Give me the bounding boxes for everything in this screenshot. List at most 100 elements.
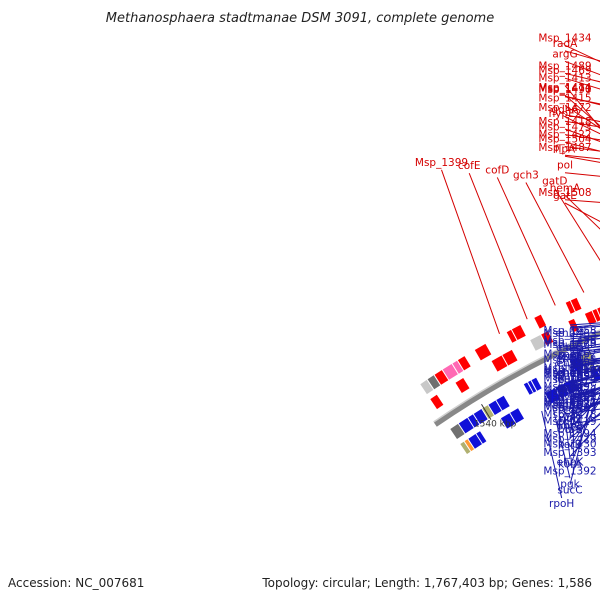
outer-gene-label: Msp_1434 xyxy=(538,32,591,44)
outer-gene-label: Msp_1418 xyxy=(538,116,591,128)
forward-gene-inner xyxy=(455,378,470,393)
inner-label-leader xyxy=(569,360,600,368)
inner-gene-label: Msp_1461 xyxy=(543,395,596,407)
outer-gene-label: Msp_1489 xyxy=(538,60,591,72)
forward-gene-outer xyxy=(534,314,547,329)
inner-gene-label: Msp_1460 xyxy=(543,339,596,351)
inner-label-leader xyxy=(569,378,600,392)
outer-gene-label: Msp_1414 xyxy=(538,82,591,94)
outer-gene-label: cofD xyxy=(485,164,509,176)
inner-label-leader xyxy=(569,387,600,403)
inner-gene-label: leuD1 xyxy=(555,374,586,386)
reverse-gene-inner xyxy=(473,409,488,424)
outer-gene-label: Msp_1472 xyxy=(538,102,591,114)
inner-label-leader xyxy=(562,399,571,459)
outer-gene-label: Msp_1473 xyxy=(538,122,591,134)
inner-label-leader xyxy=(569,389,600,410)
outer-label-leader xyxy=(564,202,600,222)
inner-gene-label: Msp_1425 xyxy=(543,367,596,379)
inner-gene-label: korC xyxy=(558,420,582,432)
inner-gene-label: ehbP xyxy=(557,383,583,395)
outer-gene-label: Msp_1490 xyxy=(538,84,591,96)
inner-label-leader xyxy=(569,399,600,448)
inner-gene-label: Msp_1409 xyxy=(543,391,596,403)
outer-gene-label: gch3 xyxy=(513,170,539,182)
outer-gene-label: Msp_1399 xyxy=(415,157,468,169)
outer-gene-label: Msp_1471 xyxy=(538,83,591,95)
forward-gene-outer xyxy=(427,375,441,390)
genome-backbone xyxy=(433,329,600,427)
inner-gene-label: rpoH xyxy=(549,498,574,510)
inner-gene-label: sucC xyxy=(557,485,582,497)
reverse-gene-inner xyxy=(450,423,465,439)
forward-gene-outer xyxy=(565,300,575,314)
inner-gene-label: korB xyxy=(558,439,582,451)
forward-gene-outer xyxy=(457,356,471,371)
reverse-gene-outer xyxy=(460,441,471,454)
forward-gene-inner xyxy=(584,311,597,325)
forward-gene-outer xyxy=(452,360,464,374)
inner-gene-label: korA xyxy=(558,459,582,471)
inner-gene-label: pgk xyxy=(560,478,580,490)
map-title: Methanosphaera stadtmanae DSM 3091, comp… xyxy=(106,11,494,26)
outer-gene-label: pol xyxy=(557,160,573,172)
reverse-gene-outer xyxy=(545,388,561,404)
outer-gene-label: radA xyxy=(553,38,578,50)
forward-gene-outer xyxy=(506,329,517,343)
reverse-gene-inner xyxy=(468,414,480,428)
outer-label-leader xyxy=(441,169,500,334)
reverse-gene-outer xyxy=(555,383,569,399)
inner-label-leader xyxy=(569,394,575,440)
outer-gene-label: Msp_1422 xyxy=(538,129,591,141)
reverse-gene-inner xyxy=(496,395,510,411)
outer-label-leader xyxy=(564,105,600,129)
inner-gene-label: ehbK xyxy=(557,457,585,469)
forward-gene-inner xyxy=(597,307,600,316)
inner-gene-label: Msp_1393 xyxy=(543,447,596,459)
accession-text: Accession: NC_007681 xyxy=(8,576,144,590)
outer-label-leader xyxy=(496,177,556,306)
reverse-gene-outer xyxy=(464,439,475,452)
forward-gene-outer xyxy=(511,325,526,340)
topology-stats-text: Topology: circular; Length: 1,767,403 bp… xyxy=(261,576,592,590)
outer-label-leader xyxy=(525,182,585,293)
forward-gene-inner xyxy=(430,394,444,410)
inner-label-leader xyxy=(551,405,571,479)
reverse-gene-inner xyxy=(488,400,502,415)
outer-gene-label: cofE xyxy=(458,160,481,172)
inner-gene-label: Msp_1466 xyxy=(543,368,596,380)
inner-gene-label: Msp_1424 xyxy=(543,399,596,411)
forward-gene-inner xyxy=(568,318,579,333)
inner-gene-label: ehbB xyxy=(557,357,584,369)
outer-label-leader xyxy=(564,85,600,129)
inner-gene-label: Msp_1462 xyxy=(543,348,596,360)
inner-gene-label: Msp_1438 xyxy=(543,335,596,347)
inner-gene-label: glyA xyxy=(559,387,583,399)
inner-label-leader xyxy=(569,393,600,466)
outer-label-leader xyxy=(554,188,600,262)
forward-gene-outer xyxy=(442,364,458,380)
forward-gene-outer xyxy=(434,370,449,385)
outer-gene-label: gatE xyxy=(553,190,577,202)
inner-gene-label: Msp_1417 xyxy=(543,365,596,377)
reverse-gene-outer xyxy=(500,413,516,429)
inner-label-leader xyxy=(569,383,597,485)
inner-gene-labels: Msp_1494Msp_1495hypFMsp_1482ribHpurEleuB… xyxy=(541,322,600,510)
reverse-gene-outer xyxy=(468,434,482,449)
forward-gene-outer xyxy=(420,379,434,395)
forward-gene-inner xyxy=(491,355,508,372)
outer-gene-label: gdhA xyxy=(551,104,579,116)
outer-gene-label: hemA xyxy=(550,182,581,194)
outer-gene-label: gatD xyxy=(542,176,567,188)
forward-gene-inner xyxy=(530,335,546,351)
outer-label-leader xyxy=(468,173,528,320)
outer-gene-label: Msp_1413 xyxy=(538,73,591,85)
forward-gene-inner xyxy=(592,309,600,322)
reverse-gene-inner xyxy=(528,380,537,393)
backbone-highlight xyxy=(433,329,600,424)
inner-label-leader xyxy=(569,423,600,457)
kbp-tick-label: 1540 kbp xyxy=(474,420,517,430)
inner-label-leader xyxy=(569,374,600,386)
inner-label-leader xyxy=(569,397,600,429)
